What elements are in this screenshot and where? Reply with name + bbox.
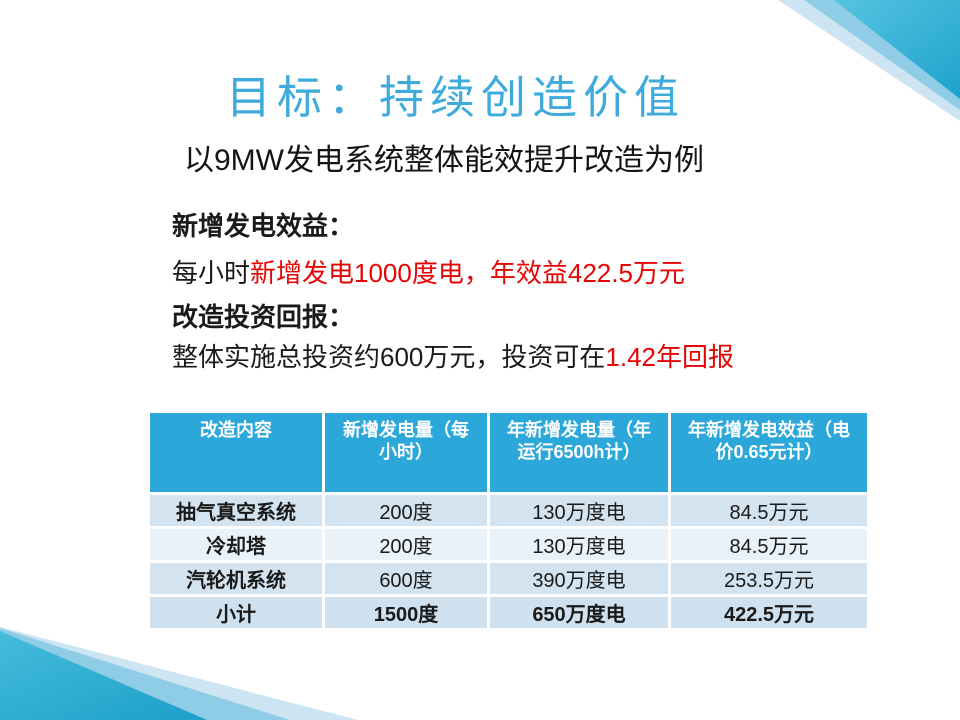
bottom-left-triangle-mid xyxy=(0,628,290,720)
table-cell: 1500度 xyxy=(325,597,487,628)
roi-statement-highlight: 1.42年回报 xyxy=(605,342,734,372)
table-cell: 253.5万元 xyxy=(671,563,867,594)
table-cell: 390万度电 xyxy=(490,563,668,594)
top-right-triangle-pale xyxy=(778,0,960,121)
table-cell: 600度 xyxy=(325,563,487,594)
table-cell: 84.5万元 xyxy=(671,495,867,526)
table-cell: 422.5万元 xyxy=(671,597,867,628)
top-right-triangle-dark xyxy=(834,0,960,99)
benefit-statement: 每小时新增发电1000度电，年效益422.5万元 xyxy=(172,257,685,289)
table-header-hourly-gain: 新增发电量（每小时） xyxy=(325,413,487,492)
roi-section-label: 改造投资回报： xyxy=(172,302,355,332)
table-cell: 130万度电 xyxy=(490,529,668,560)
benefit-statement-highlight: 新增发电1000度电，年效益422.5万元 xyxy=(250,258,685,288)
table-cell: 200度 xyxy=(325,495,487,526)
benefit-statement-prefix: 每小时 xyxy=(172,258,251,288)
table-header-yearly-gain: 年新增发电量（年运行6500h计） xyxy=(490,413,668,492)
slide-title: 目标：持续创造价值 xyxy=(226,73,686,123)
table-cell: 130万度电 xyxy=(490,495,668,526)
benefit-section-label: 新增发电效益： xyxy=(172,211,355,241)
table-cell: 84.5万元 xyxy=(671,529,867,560)
table-cell: 冷却塔 xyxy=(150,529,322,560)
roi-statement-prefix: 整体实施总投资约600万元，投资可在 xyxy=(172,342,606,372)
table-header-content: 改造内容 xyxy=(150,413,322,492)
table-cell: 汽轮机系统 xyxy=(150,563,322,594)
table-cell: 小计 xyxy=(150,597,322,628)
table-cell: 650万度电 xyxy=(490,597,668,628)
table-cell: 抽气真空系统 xyxy=(150,495,322,526)
table-header-yearly-benefit: 年新增发电效益（电价0.65元计） xyxy=(671,413,867,492)
bottom-left-triangle-dark xyxy=(0,631,207,720)
roi-statement: 整体实施总投资约600万元，投资可在1.42年回报 xyxy=(172,341,734,373)
bottom-left-triangle-pale xyxy=(0,627,358,720)
top-right-triangle-mid xyxy=(804,0,960,110)
retrofit-benefit-table: 改造内容 新增发电量（每小时） 年新增发电量（年运行6500h计） 年新增发电效… xyxy=(150,413,867,628)
slide-subtitle: 以9MW发电系统整体能效提升改造为例 xyxy=(184,144,704,177)
table-cell: 200度 xyxy=(325,529,487,560)
